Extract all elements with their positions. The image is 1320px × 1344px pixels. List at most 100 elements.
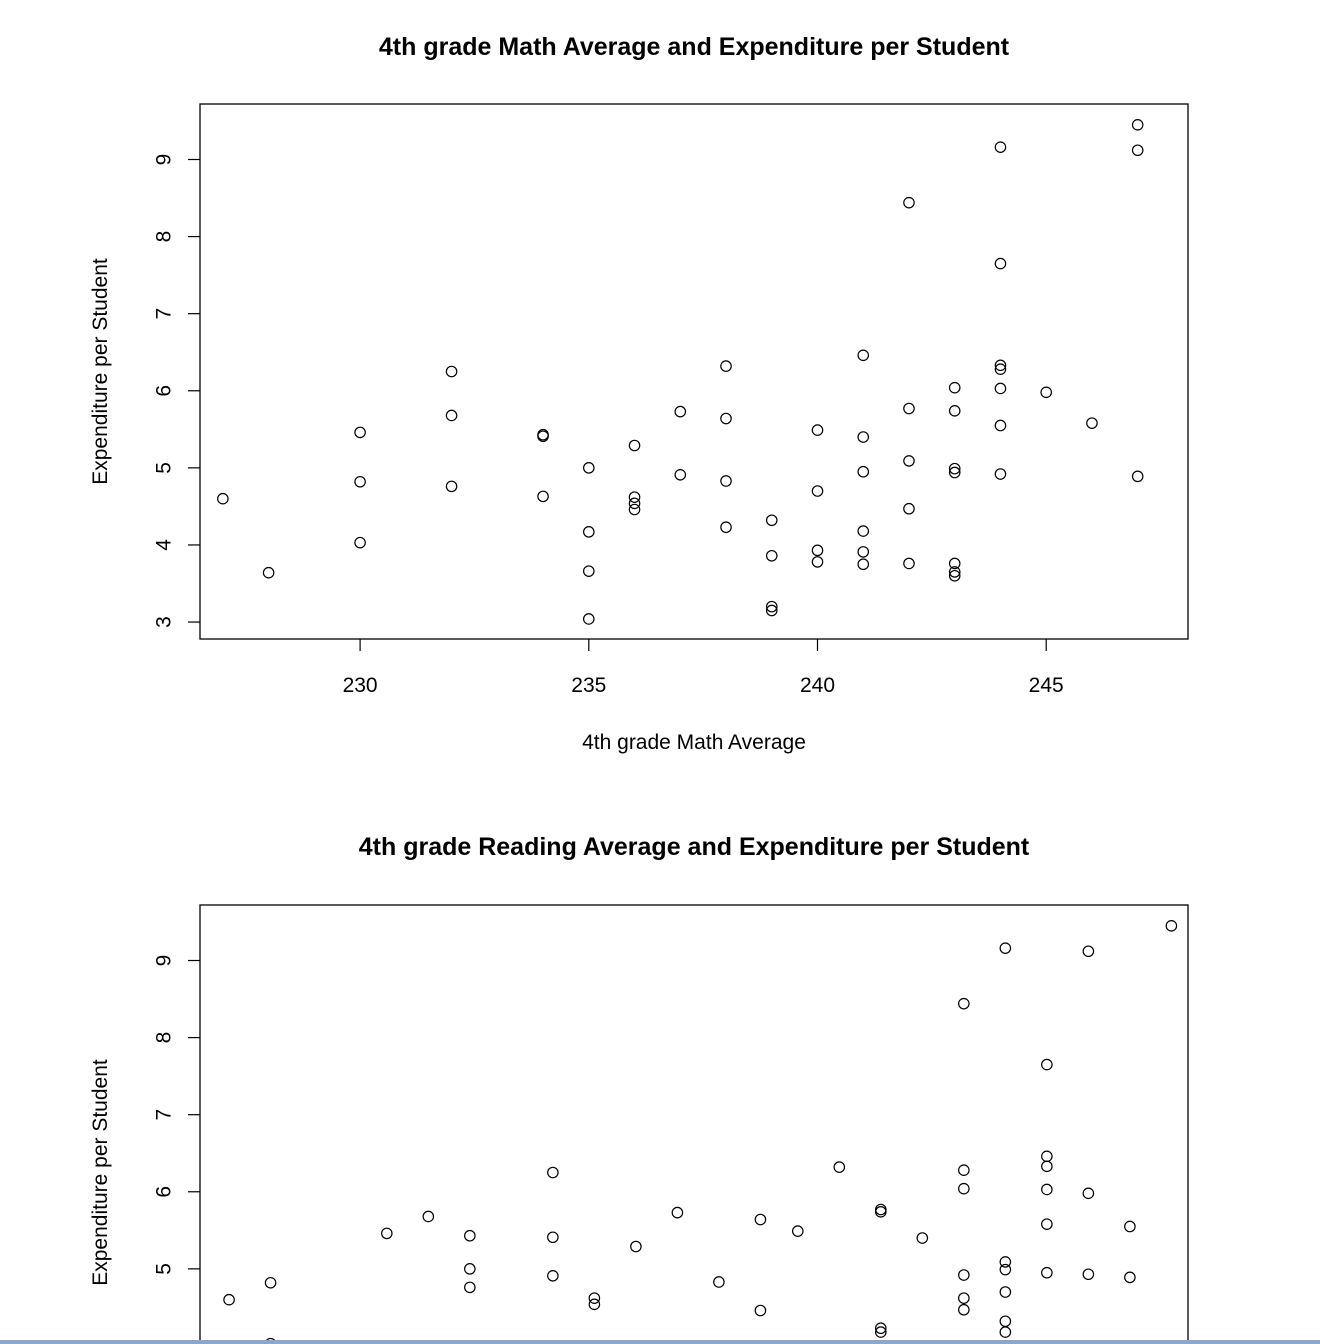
chart-1-point — [629, 440, 639, 450]
chart-1-y-tick-label: 6 — [153, 385, 176, 397]
chart-2-point — [1042, 1161, 1052, 1171]
chart-2-y-tick-label: 8 — [153, 1032, 176, 1044]
chart-1-point — [904, 558, 914, 568]
chart-2-point — [793, 1226, 803, 1236]
chart-1-point — [858, 467, 868, 477]
chart-1-y-tick-label: 9 — [153, 154, 176, 166]
chart-1-point — [904, 403, 914, 413]
chart-2-point — [755, 1305, 765, 1315]
chart-1-point — [721, 522, 731, 532]
chart-2-point — [1125, 1221, 1135, 1231]
chart-2-point — [834, 1162, 844, 1172]
chart-1-point — [995, 469, 1005, 479]
chart-2-point — [959, 1293, 969, 1303]
chart-2-point — [876, 1204, 886, 1214]
chart-1-point — [858, 350, 868, 360]
chart-1-y-tick-label: 7 — [153, 308, 176, 320]
chart-2-point — [1042, 1151, 1052, 1161]
chart-1-point — [1041, 387, 1051, 397]
chart-1-point — [629, 492, 639, 502]
chart-2-point — [548, 1271, 558, 1281]
chart-2-point — [1166, 921, 1176, 931]
chart-1-point — [629, 498, 639, 508]
chart-1-x-tick-label: 240 — [800, 674, 835, 697]
chart-2-point — [548, 1167, 558, 1177]
chart-2-point — [959, 1305, 969, 1315]
chart-1-point — [446, 481, 456, 491]
chart-2-point — [1083, 1269, 1093, 1279]
chart-1-point — [446, 366, 456, 376]
chart-1-x-tick-label: 245 — [1029, 674, 1064, 697]
chart-2-point — [1125, 1272, 1135, 1282]
chart-1-point — [629, 504, 639, 514]
chart-1-point — [858, 526, 868, 536]
chart-2-point — [265, 1278, 275, 1288]
chart-2-point — [672, 1207, 682, 1217]
chart-1-point — [584, 614, 594, 624]
chart-2-point — [959, 1165, 969, 1175]
chart-2-point — [917, 1233, 927, 1243]
chart-2-point — [876, 1207, 886, 1217]
chart-2-y-axis-label: Expenditure per Student — [89, 1059, 112, 1286]
chart-1-point — [904, 504, 914, 514]
chart-1-plot-frame — [200, 104, 1188, 639]
chart-1-y-tick-label: 4 — [153, 539, 176, 551]
chart-2-point — [1000, 1287, 1010, 1297]
chart-1-point — [995, 420, 1005, 430]
chart-2-point — [959, 1270, 969, 1280]
chart-2-point — [959, 1183, 969, 1193]
chart-1-point — [858, 432, 868, 442]
chart-2-point — [1000, 1264, 1010, 1274]
chart-2-point — [714, 1277, 724, 1287]
chart-1-title: 4th grade Math Average and Expenditure p… — [379, 33, 1010, 61]
chart-1-point — [1132, 145, 1142, 155]
chart-1-y-tick-label: 3 — [153, 616, 176, 628]
chart-2-point — [589, 1293, 599, 1303]
chart-2-y-tick-label: 9 — [153, 955, 176, 967]
chart-1-point — [675, 406, 685, 416]
chart-2-point — [465, 1264, 475, 1274]
chart-2-point — [1083, 1188, 1093, 1198]
chart-2-plot-frame — [200, 905, 1188, 1344]
chart-1-point — [812, 557, 822, 567]
chart-2-point — [1000, 943, 1010, 953]
chart-1-point — [812, 425, 822, 435]
chart-2-point — [1042, 1268, 1052, 1278]
chart-2-point — [589, 1299, 599, 1309]
chart-2-point — [1000, 1327, 1010, 1337]
chart-2-y-tick-label: 5 — [153, 1263, 176, 1275]
chart-1-point — [950, 382, 960, 392]
chart-1-y-tick-label: 8 — [153, 231, 176, 243]
chart-1-point — [812, 486, 822, 496]
chart-1-point — [721, 476, 731, 486]
chart-1-point — [767, 551, 777, 561]
chart-1-point — [675, 470, 685, 480]
chart-1-point — [218, 493, 228, 503]
chart-1-point — [538, 491, 548, 501]
chart-2-point — [465, 1282, 475, 1292]
chart-1-point — [995, 258, 1005, 268]
chart-1-point — [1087, 418, 1097, 428]
chart-1-point — [584, 463, 594, 473]
chart-1-point — [446, 410, 456, 420]
chart-2-point — [224, 1294, 234, 1304]
chart-1-point — [950, 406, 960, 416]
chart-1-y-tick-label: 5 — [153, 462, 176, 474]
chart-2-point — [382, 1228, 392, 1238]
chart-1-point — [904, 197, 914, 207]
chart-1-x-tick-label: 230 — [343, 674, 378, 697]
chart-1-point — [584, 566, 594, 576]
chart-2-point — [755, 1214, 765, 1224]
window-bottom-edge — [0, 1340, 1320, 1344]
chart-2-y-tick-label: 6 — [153, 1186, 176, 1198]
chart-1-point — [355, 477, 365, 487]
chart-1-point — [995, 383, 1005, 393]
chart-1-x-axis-label: 4th grade Math Average — [582, 731, 806, 754]
chart-1-point — [263, 568, 273, 578]
chart-2-point — [423, 1211, 433, 1221]
chart-1-point — [858, 547, 868, 557]
chart-2-point — [1042, 1059, 1052, 1069]
chart-1-y-axis-label: Expenditure per Student — [89, 258, 112, 485]
chart-1-point — [1132, 471, 1142, 481]
